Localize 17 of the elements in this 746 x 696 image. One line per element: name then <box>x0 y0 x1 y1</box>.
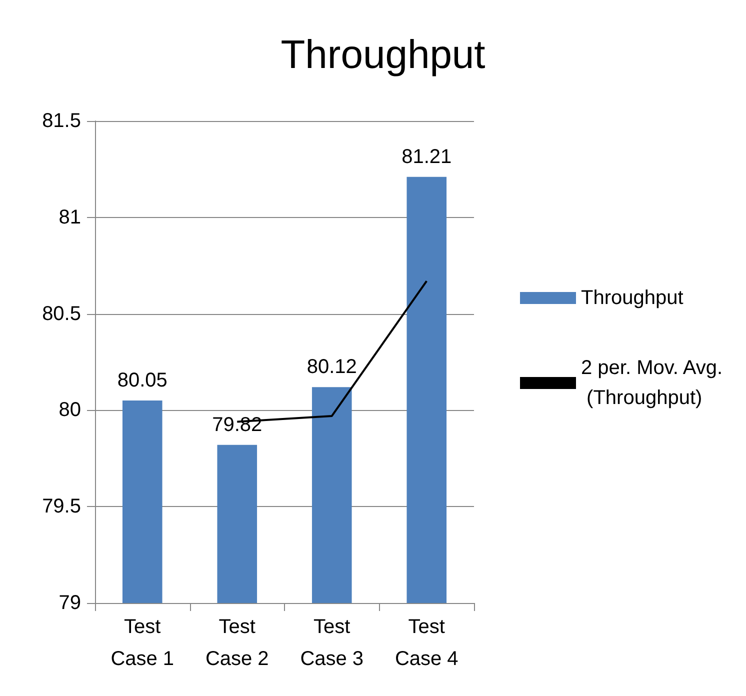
y-tick-label: 80.5 <box>42 302 81 325</box>
y-tick-label: 79 <box>58 592 81 614</box>
chart-title: Throughput <box>280 33 486 77</box>
y-tick-label: 81 <box>58 206 81 228</box>
data-label: 80.05 <box>117 370 168 392</box>
x-tick-label: Test Case 2 <box>205 616 269 670</box>
y-tick-label: 81.5 <box>42 110 81 132</box>
legend-label: 2 per. Mov. Avg. (Throughput) <box>581 357 723 409</box>
data-label: 81.21 <box>402 146 452 168</box>
data-label: 79.82 <box>212 414 262 436</box>
x-tick-label: Test Case 3 <box>300 616 364 670</box>
x-tick-label: Test Case 1 <box>110 616 174 670</box>
x-tick-label: Test Case 4 <box>394 616 458 670</box>
legend-label: Throughput <box>581 287 684 309</box>
y-tick-label: 80 <box>58 399 81 422</box>
y-tick-label: 79.5 <box>42 496 81 518</box>
data-label: 80.12 <box>306 356 357 378</box>
